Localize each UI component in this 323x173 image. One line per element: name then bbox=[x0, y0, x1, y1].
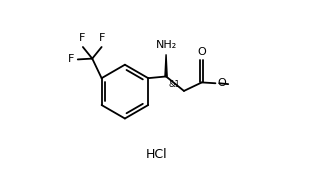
Text: F: F bbox=[68, 54, 75, 64]
Text: F: F bbox=[79, 33, 85, 43]
Text: O: O bbox=[217, 78, 226, 88]
Text: F: F bbox=[99, 33, 106, 43]
Polygon shape bbox=[165, 54, 167, 76]
Text: HCl: HCl bbox=[146, 148, 167, 161]
Text: O: O bbox=[197, 47, 206, 57]
Text: NH₂: NH₂ bbox=[155, 40, 177, 49]
Text: &1: &1 bbox=[169, 80, 180, 89]
